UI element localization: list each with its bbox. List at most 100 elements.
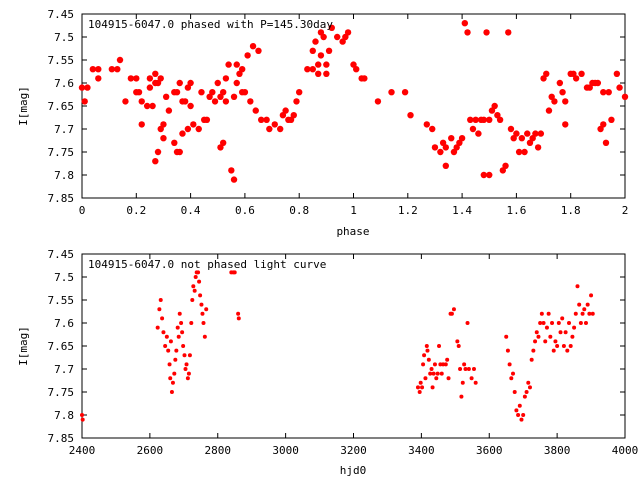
unphased-data-point (426, 357, 431, 362)
phased-data-point (203, 116, 211, 124)
unphased-y-tick-label: 7.8 (54, 409, 74, 422)
phased-data-point (600, 121, 607, 128)
phased-data-point (323, 70, 330, 78)
phased-x-tick-label: 1.2 (398, 204, 418, 217)
unphased-x-tick-label: 2800 (205, 444, 232, 457)
phased-data-point (483, 29, 490, 36)
unphased-data-point (167, 362, 172, 367)
phased-data-point (431, 144, 439, 151)
phased-data-point (328, 24, 335, 31)
phased-data-point (95, 66, 102, 73)
phased-data-point (160, 121, 167, 128)
unphased-data-point (505, 348, 510, 353)
phased-x-tick-label: 1.6 (506, 204, 526, 217)
phased-y-tick-label: 7.55 (48, 54, 75, 67)
phased-data-point (255, 47, 262, 54)
unphased-data-point (186, 371, 191, 376)
phased-x-axis-label: phase (336, 225, 369, 238)
unphased-data-point (455, 339, 460, 344)
unphased-data-point (583, 321, 588, 325)
unphased-data-point (582, 307, 587, 312)
phased-data-point (486, 116, 493, 124)
phased-data-point (219, 139, 227, 146)
unphased-data-point (439, 371, 444, 376)
unphased-data-point (534, 330, 539, 335)
phased-data-point (143, 102, 151, 110)
phased-x-tick-label: 1.8 (561, 204, 581, 217)
phased-data-point (323, 61, 330, 68)
phased-data-point (279, 112, 287, 119)
phased-data-point (228, 167, 235, 174)
phased-data-point (84, 84, 91, 91)
unphased-data-point (415, 385, 420, 390)
unphased-data-point (187, 353, 192, 358)
phased-data-point (95, 75, 102, 82)
phased-data-point (505, 29, 512, 36)
unphased-data-point (443, 362, 448, 367)
phased-x-ticks: 0 0.2 0.4 0.6 0.8 1 1.2 1.4 1.6 1.8 2 (79, 14, 629, 217)
unphased-x-tick-label: 3600 (476, 444, 503, 457)
phased-x-tick-label: 0.6 (235, 204, 255, 217)
unphased-data-point (434, 376, 439, 381)
phased-data-point (160, 135, 167, 142)
unphased-x-tick-label: 4000 (612, 444, 639, 457)
unphased-data-point (568, 344, 573, 348)
phased-y-ticks: 7.45 7.5 7.55 7.6 7.65 7.7 7.75 7.8 7.85 (48, 8, 625, 205)
phased-data-point (184, 84, 192, 91)
unphased-data-point (578, 321, 583, 325)
phased-data-point (165, 107, 173, 114)
unphased-data-point (182, 353, 187, 358)
phased-data-point (464, 29, 471, 36)
phased-data-point (456, 139, 463, 146)
unphased-data-point (573, 311, 578, 316)
unphased-x-tick-label: 3000 (272, 444, 299, 457)
phased-data-point (127, 75, 135, 82)
phased-data-point (122, 98, 129, 105)
unphased-data-point (546, 311, 551, 316)
phased-data-point (513, 130, 520, 137)
unphased-data-point (163, 344, 168, 348)
phased-x-tick-label: 2 (622, 204, 629, 217)
unphased-data-point (561, 344, 566, 348)
unphased-data-point (232, 270, 237, 275)
phased-data-point (605, 89, 612, 96)
unphased-x-tick-label: 3800 (544, 444, 571, 457)
unphased-data-point (466, 367, 471, 371)
unphased-data-point (172, 371, 177, 376)
unphased-data-point (517, 403, 522, 408)
phased-x-tick-label: 0.2 (126, 204, 146, 217)
phased-data-point (312, 38, 319, 45)
unphased-data-point (463, 367, 468, 371)
unphased-y-tick-label: 7.7 (54, 363, 74, 376)
phased-data-point (562, 98, 569, 105)
unphased-y-axis-label: I[mag] (17, 326, 30, 366)
phased-y-tick-label: 7.7 (54, 123, 74, 136)
unphased-data-point (533, 339, 538, 344)
phased-data-point (78, 84, 86, 91)
phased-data-point (469, 125, 477, 133)
phased-data-point (407, 112, 414, 119)
unphased-data-point (580, 311, 585, 316)
unphased-data-point (459, 394, 464, 399)
unphased-y-tick-label: 7.45 (48, 248, 75, 261)
unphased-data-point (418, 380, 423, 385)
phased-data-point (586, 84, 593, 91)
unphased-data-point (193, 275, 198, 279)
phased-x-tick-label: 0.8 (289, 204, 309, 217)
phased-data-point (214, 79, 221, 87)
phased-data-point (222, 98, 230, 105)
phased-data-point (597, 125, 604, 133)
phased-data-point (540, 75, 547, 82)
unphased-y-tick-label: 7.85 (48, 432, 75, 445)
phased-data-point (257, 116, 265, 124)
unphased-data-point (184, 362, 189, 367)
unphased-data-point (197, 279, 202, 284)
unphased-data-point (589, 293, 594, 298)
phased-data-point (461, 20, 469, 27)
phased-data-point (190, 121, 197, 128)
unphased-data-point (168, 339, 173, 344)
phased-data-point (149, 102, 156, 110)
phased-data-point (206, 93, 213, 101)
phased-data-point (187, 79, 194, 87)
phased-data-point (157, 125, 164, 133)
